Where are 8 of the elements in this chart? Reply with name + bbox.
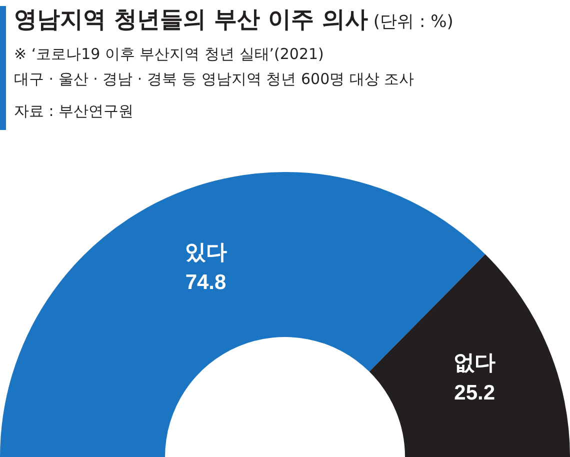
slice-label: 있다	[184, 240, 227, 264]
data-label: 25.2	[454, 381, 496, 404]
text: 자료 : 부산연구원	[14, 102, 134, 121]
chart-subtitle: ※ ‘코로나19 이후 부산지역 청년 실태’(2021) 대구 · 울산 · 경남 · 경북 등 영남지역 청년 600명 대상 조사	[14, 44, 414, 90]
text: (단위 : %)	[372, 12, 454, 32]
slice-label: 없다	[454, 351, 496, 374]
data-label: 74.8	[185, 270, 227, 294]
chart-title: 영남지역 청년들의 부산 이주 의사	[14, 7, 368, 33]
